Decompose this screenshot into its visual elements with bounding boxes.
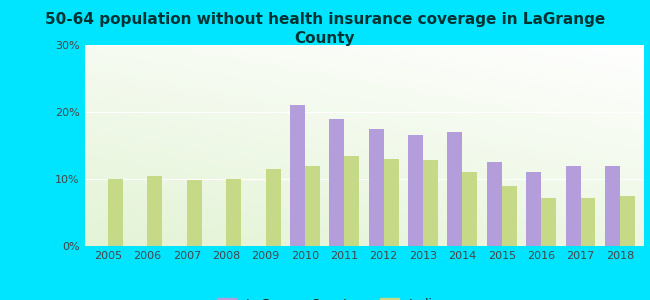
Bar: [187, 180, 202, 246]
Bar: [423, 160, 438, 246]
Bar: [566, 166, 580, 246]
Bar: [408, 135, 423, 246]
Bar: [344, 155, 359, 246]
Bar: [226, 179, 241, 246]
Bar: [462, 172, 477, 246]
Bar: [290, 105, 305, 246]
Bar: [580, 198, 595, 246]
Bar: [305, 166, 320, 246]
Legend: LaGrange County, Indiana average: LaGrange County, Indiana average: [212, 293, 516, 300]
Bar: [369, 129, 383, 246]
Bar: [605, 166, 620, 246]
Bar: [330, 119, 344, 246]
Bar: [487, 162, 502, 246]
Bar: [541, 198, 556, 246]
Bar: [266, 169, 281, 246]
Bar: [108, 179, 123, 246]
Bar: [502, 186, 517, 246]
Bar: [148, 176, 162, 246]
Bar: [526, 172, 541, 246]
Bar: [620, 196, 635, 246]
Bar: [384, 159, 398, 246]
Bar: [447, 132, 462, 246]
Text: 50-64 population without health insurance coverage in LaGrange
County: 50-64 population without health insuranc…: [45, 12, 605, 46]
